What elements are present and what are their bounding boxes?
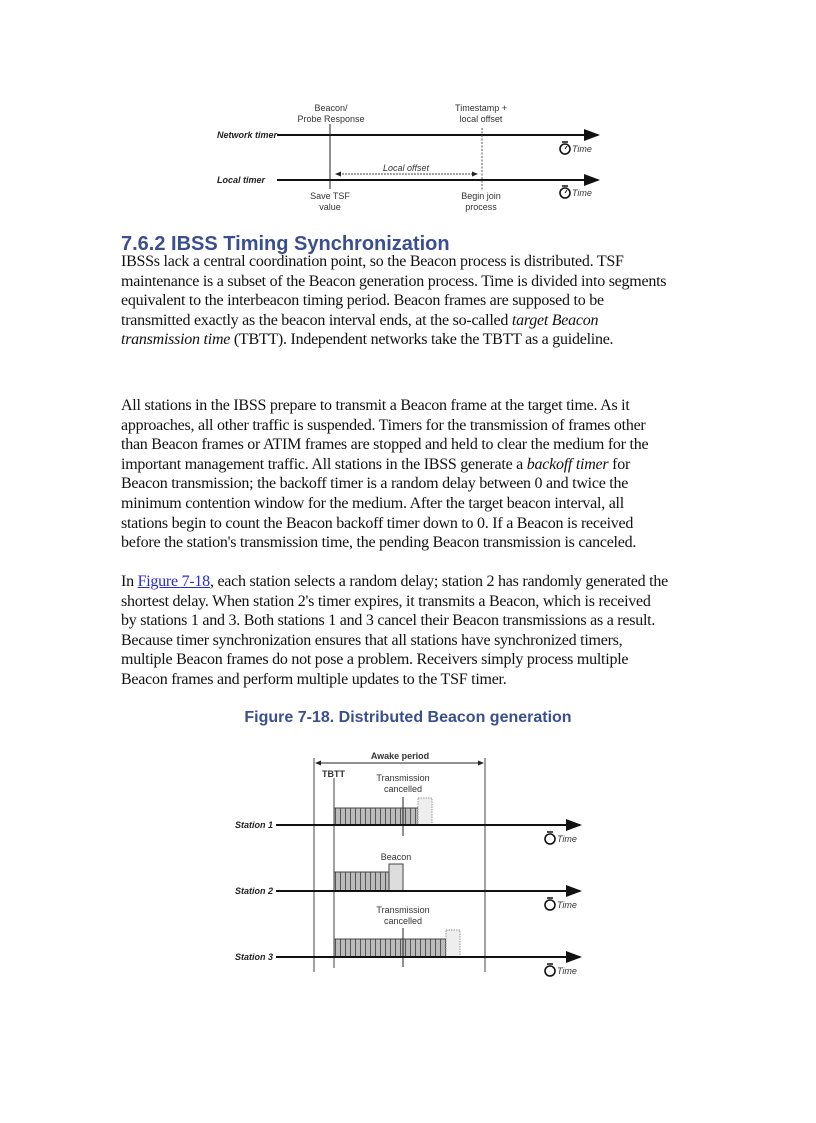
beacon-label: Beacon [381,852,412,862]
save-tsf-label-2: value [319,202,341,212]
station-label: Station 3 [235,952,273,962]
timestamp-label-2: local offset [460,114,503,124]
begin-join-label-1: Begin join [461,191,501,201]
local-offset-label: Local offset [383,163,430,173]
emphasis: backoff timer [526,455,609,473]
time-label: Time [557,900,577,910]
text: , each station selects a random delay; s… [121,573,668,688]
stopwatch-icon [559,185,571,199]
local-timer-label: Local timer [217,175,266,185]
paragraph-1: IBSSs lack a central coordination point,… [121,252,669,350]
stopwatch-icon [544,897,556,911]
emphasis: target Beacon transmission time [121,311,599,349]
figure-link[interactable]: Figure 7-18 [137,573,211,590]
timestamp-label-1: Timestamp + [455,103,507,113]
stopwatch-icon [544,963,556,977]
begin-join-label-2: process [465,202,497,212]
text: In [121,573,138,590]
stopwatch-icon [544,831,556,845]
text: (TBTT). Independent networks take the TB… [230,331,614,349]
backoff-bar-station-3 [333,938,447,958]
section-heading: 7.6.2 IBSS Timing Synchronization [121,233,450,255]
awake-period-label: Awake period [371,751,429,761]
text: for Beacon transmission; the backoff tim… [121,455,637,552]
cancelled-frame-station-1 [417,797,433,826]
text: All stations in the IBSS prepare to tran… [121,397,649,473]
cancelled-frame-station-3 [445,929,461,958]
text: IBSSs lack a central coordination point,… [121,253,667,329]
beacon-frame [388,863,404,892]
tbtt-label: TBTT [322,769,345,779]
tsf-timer-diagram: Beacon/ Probe Response Timestamp + local… [217,103,600,212]
backoff-bar-station-2 [333,871,390,892]
station-label: Station 1 [235,820,273,830]
station-label: Station 2 [235,886,273,896]
time-label: Time [557,966,577,976]
time-label: Time [557,834,577,844]
figure-caption: Figure 7-18. Distributed Beacon generati… [244,709,572,726]
backoff-bar-station-1 [333,807,419,826]
paragraph-2: All stations in the IBSS prepare to tran… [121,396,669,553]
time-label: Time [572,144,592,154]
cancelled-label-1: Transmission [376,905,429,915]
cancelled-label-2: cancelled [384,916,422,926]
network-timer-label: Network timer [217,130,278,140]
cancelled-label-2: cancelled [384,784,422,794]
paragraph-3: In Figure 7-18, each station selects a r… [121,572,669,690]
beacon-label-1: Beacon/ [314,103,348,113]
beacon-label-2: Probe Response [297,114,364,124]
beacon-generation-diagram: Awake period TBTT Transmission cancelled… [235,751,582,977]
cancelled-label-1: Transmission [376,773,429,783]
time-label: Time [572,188,592,198]
save-tsf-label-1: Save TSF [310,191,350,201]
stopwatch-icon [559,141,571,155]
